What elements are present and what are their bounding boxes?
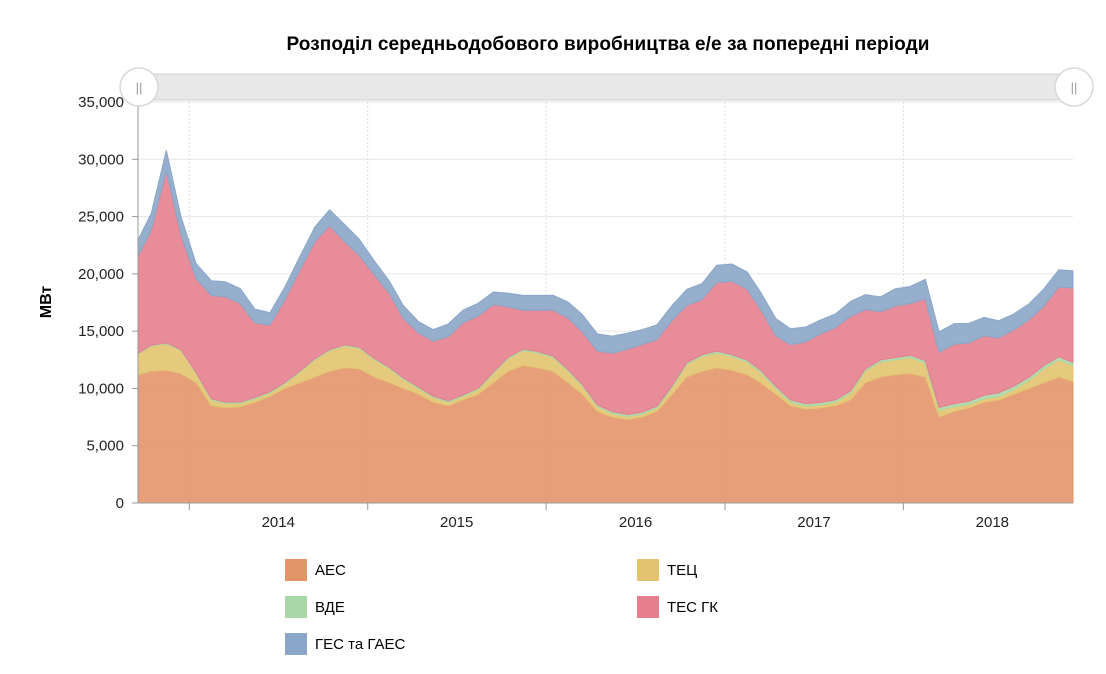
y-tick-label: 0 [116,495,124,512]
y-tick-label: 30,000 [78,151,124,168]
y-tick-label: 5,000 [86,438,124,455]
legend-swatch [285,596,307,618]
scrollbar-left-handle[interactable]: || [119,67,159,107]
legend-label: ГЕС та ГАЕС [315,635,406,653]
chart-title: Розподіл середньодобового виробництва е/… [286,34,930,55]
legend-item[interactable]: ГЕС та ГАЕС [285,633,405,655]
stacked-areas [137,150,1074,504]
legend-item[interactable]: ТЕЦ [637,559,697,581]
scrollbar-track[interactable] [139,73,1075,101]
legend-item[interactable]: ТЕС ГК [637,596,718,618]
area-series[interactable] [137,170,1074,416]
y-tick-label: 35,000 [78,94,124,111]
x-tick-label: 2018 [976,514,1009,531]
legend-swatch [637,596,659,618]
axes [137,102,1073,504]
scrollbar-right-handle[interactable]: || [1054,67,1094,107]
x-tick-label: 2014 [262,514,295,531]
legend-label: ТЕЦ [667,561,698,579]
y-axis-label: МВт [38,286,55,319]
x-tick-label: 2016 [619,514,652,531]
y-tick-label: 25,000 [78,209,124,226]
legend-item[interactable]: АЕС [285,559,346,581]
legend-swatch [285,559,307,581]
range-scrollbar[interactable]: || || [119,67,1094,107]
legend-item[interactable]: ВДЕ [285,596,345,618]
y-tick-label: 10,000 [78,380,124,397]
legend-label: АЕС [315,561,346,579]
right-grip-icon: || [1071,80,1078,95]
legend-swatch [637,559,659,581]
area-series[interactable] [137,150,1074,354]
x-tick-label: 2017 [797,514,830,531]
legend-label: ВДЕ [315,598,345,616]
x-ticks: 2014 2015 2016 2017 2018 [188,503,1009,531]
legend-label: ТЕС ГК [667,598,719,616]
y-ticks: 0 5,000 10,000 15,000 20,000 25,000 30,000 35,0… [78,94,138,512]
legend-swatch [285,633,307,655]
left-grip-icon: || [136,80,143,95]
y-tick-label: 15,000 [78,323,124,340]
y-tick-label: 20,000 [78,266,124,283]
x-tick-label: 2015 [440,514,473,531]
